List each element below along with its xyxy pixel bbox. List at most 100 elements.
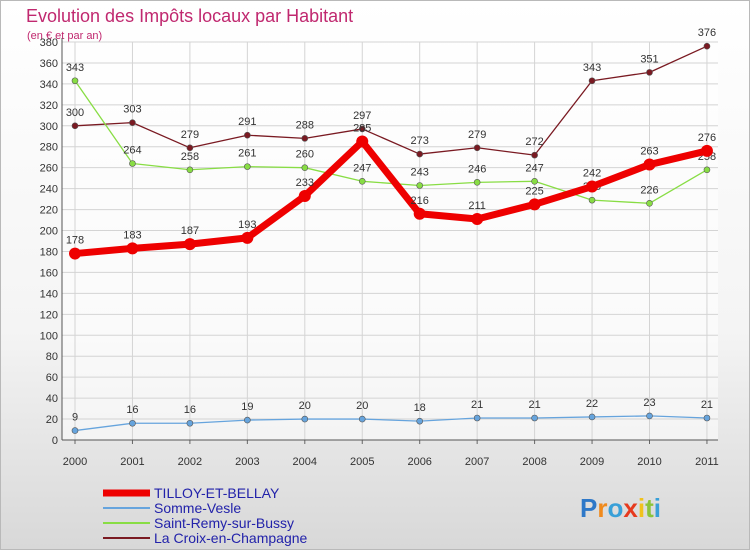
data-label: 243 [411,166,429,178]
series-line-somme-vesle [74,415,708,432]
x-tick-label: 2007 [465,456,489,468]
data-point [71,122,79,130]
series-la-croix-en-champagne: 300 303 279 291 288 297 273 279 272 343 351 376 [66,27,716,159]
logo-letter: i [654,493,661,523]
data-point [643,158,656,171]
y-tick-label: 180 [40,246,58,258]
data-label: 376 [698,27,716,39]
logo-letter: P [580,493,597,523]
data-point [531,151,538,159]
legend: TILLOY-ET-BELLAYSomme-VesleSaint-Remy-su… [103,485,308,546]
data-label: 351 [640,53,658,65]
data-label: 343 [583,62,601,74]
data-label: 216 [411,195,429,207]
data-point [416,417,424,425]
y-tick-label: 100 [40,330,58,342]
data-label: 272 [525,136,543,148]
grid [62,41,718,441]
proxiti-logo: Proxiti [580,493,661,523]
data-label: 21 [701,399,713,411]
data-point [473,179,481,186]
data-label: 273 [411,135,429,147]
data-point [244,416,251,424]
data-label: 261 [238,148,256,160]
data-point [358,178,366,185]
data-label: 303 [123,104,141,116]
data-label: 18 [414,402,426,414]
data-point [244,131,251,139]
data-label: 20 [299,400,311,412]
x-tick-label: 2011 [695,456,719,468]
data-label: 297 [353,110,371,122]
data-label: 183 [123,229,141,241]
x-axis: 2000 2001 2002 2003 2004 2005 2006 2007 2008 2009… [62,439,719,468]
series-somme-vesle: 9 16 16 19 20 20 18 21 21 22 23 21 [71,397,713,434]
data-point [646,69,653,76]
legend-label: TILLOY-ET-BELLAY [154,485,280,501]
data-label: 16 [126,404,138,416]
data-label: 291 [238,116,256,128]
data-label: 21 [528,399,540,411]
data-point [358,125,366,133]
data-point [356,135,369,148]
data-label: 247 [525,162,543,174]
data-label: 242 [583,168,601,180]
y-tick-label: 280 [40,142,58,154]
legend-label: Saint-Remy-sur-Bussy [154,515,294,531]
data-label: 276 [698,132,716,144]
y-tick-label: 120 [40,309,58,321]
y-tick-label: 320 [40,100,58,112]
y-tick-label: 380 [40,37,58,49]
data-point [69,247,81,260]
data-label: 21 [471,399,483,411]
data-label: 9 [72,412,78,424]
data-point [298,189,311,202]
data-label: 23 [643,397,655,409]
data-label: 300 [66,107,84,119]
logo-letter: o [607,493,623,523]
y-tick-label: 140 [40,288,58,300]
data-label: 193 [238,219,256,231]
data-label: 246 [468,163,486,175]
logo-letter: x [623,493,638,523]
data-label: 343 [66,62,84,74]
data-label: 233 [296,177,314,189]
x-tick-label: 2010 [637,456,661,468]
data-point [588,413,596,421]
series-line-saint-remy-sur-bussy [74,80,708,204]
series-line-tilloy-et-bellay [71,138,711,258]
data-point [244,163,251,170]
data-point [473,144,481,152]
data-point [126,242,139,255]
data-point [531,178,538,185]
y-tick-label: 80 [46,351,58,363]
x-tick-label: 2001 [120,456,144,468]
plot-area: 300 303 279 291 288 297 273 279 272 343 351 376 343 2… [66,27,716,434]
data-point [586,180,599,193]
data-label: 16 [184,404,196,416]
data-label: 260 [296,149,314,161]
data-point [186,419,194,427]
logo-letter: i [638,493,645,523]
data-point [129,160,136,167]
data-label: 264 [123,144,141,156]
chart-title: Evolution des Impôts locaux par Habitant [26,6,353,26]
y-tick-label: 220 [40,205,58,217]
x-tick-label: 2002 [178,456,202,468]
y-tick-label: 0 [52,435,58,447]
y-tick-label: 360 [40,58,58,70]
data-point [129,419,136,427]
y-tick-label: 240 [40,184,58,196]
x-tick-label: 2000 [63,456,87,468]
data-point [700,144,713,157]
data-point [301,415,309,423]
data-label: 22 [586,398,598,410]
x-tick-label: 2003 [235,456,259,468]
data-point [413,207,426,220]
data-label: 187 [181,225,199,237]
data-point [646,412,653,420]
x-tick-label: 2006 [407,456,431,468]
data-label: 263 [640,146,658,158]
data-point [588,196,596,204]
data-label: 279 [181,129,199,141]
